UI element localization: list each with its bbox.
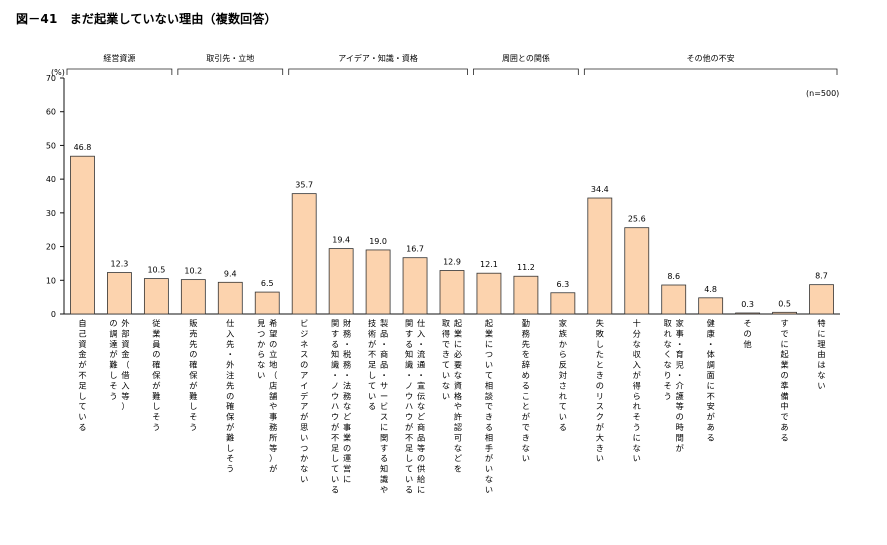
category-label: 外部資金（借入等） <box>121 318 129 411</box>
bar <box>107 272 132 315</box>
group-bracket <box>473 68 579 75</box>
category-label: 起業に必要な資格や許認可などを <box>454 318 462 474</box>
data-label: 10.2 <box>184 267 202 276</box>
bar <box>254 291 280 315</box>
group-label: アイデア・知識・資格 <box>338 53 418 63</box>
y-tick-label: 30 <box>46 209 56 218</box>
data-label: 12.1 <box>480 260 498 269</box>
category-label: 販売先の確保が難しそう <box>189 318 198 432</box>
data-label: 4.8 <box>704 285 717 294</box>
bar <box>328 248 354 315</box>
y-tick-label: 40 <box>46 175 56 184</box>
category-label: 仕入・流通・宣伝など商品等の供給に <box>417 318 426 494</box>
y-tick-label: 0 <box>51 310 56 319</box>
category-label: 希望の立地（店舗や事務所等）が <box>269 318 278 474</box>
group-bracket <box>177 68 284 75</box>
category-label: 起業について相談できる相手がいない <box>485 318 493 494</box>
category-label: 家族から反対されている <box>559 318 567 432</box>
data-label: 19.4 <box>332 236 350 245</box>
data-label: 12.9 <box>443 258 461 267</box>
y-tick-label: 70 <box>46 74 56 83</box>
group-bracket <box>583 68 838 75</box>
data-label: 6.3 <box>556 280 569 289</box>
group-label: その他の不安 <box>687 53 735 63</box>
sample-note: (n=500) <box>806 89 839 98</box>
bar <box>624 227 650 315</box>
bar <box>439 270 465 315</box>
bar <box>772 311 797 315</box>
bar <box>402 257 428 315</box>
category-label: 自己資金が不足している <box>78 318 86 432</box>
category-label: 十分な収入が得られそうにない <box>633 318 641 463</box>
y-tick-label: 10 <box>46 276 56 285</box>
bar <box>550 292 576 315</box>
data-label: 19.0 <box>369 237 387 246</box>
category-label: 従業員の確保が難しそう <box>152 318 161 432</box>
data-label: 25.6 <box>628 215 646 224</box>
category-label: の調達が難しそう <box>109 318 117 401</box>
category-label: 特に理由はない <box>817 318 825 390</box>
data-label: 16.7 <box>406 245 424 254</box>
data-label: 10.5 <box>147 266 165 275</box>
bar <box>143 278 169 315</box>
data-label: 6.5 <box>261 279 274 288</box>
data-label: 46.8 <box>74 143 92 152</box>
data-label: 11.2 <box>517 263 535 272</box>
category-label: 家事・育児・介護等の時間が <box>676 318 684 453</box>
data-label: 0.5 <box>778 299 791 308</box>
category-label: 財務・税務・法務など事業の運営に <box>343 318 352 484</box>
category-label: 関する知識・ノウハウが不足している <box>331 318 339 494</box>
bar <box>587 197 613 315</box>
chart-title: 図－41 まだ起業していない理由（複数回答） <box>16 12 277 26</box>
data-label: 12.3 <box>111 260 129 269</box>
bar <box>365 249 391 315</box>
y-unit-label: (%) <box>51 68 65 77</box>
data-label: 34.4 <box>591 185 609 194</box>
bar <box>291 193 317 315</box>
category-label: 勤務先を辞めることができない <box>522 318 531 463</box>
category-label: 取得できていない <box>442 318 450 401</box>
category-label: 見つからない <box>257 318 265 380</box>
y-tick-label: 20 <box>46 243 56 252</box>
category-label: 取れなくなりそう <box>664 318 672 401</box>
data-label: 0.3 <box>741 300 754 309</box>
category-label: その他 <box>744 318 752 349</box>
category-label: 技術が不足している <box>368 318 376 411</box>
bar <box>698 297 724 315</box>
y-tick-label: 50 <box>46 141 56 150</box>
bar <box>735 312 761 315</box>
category-label: 製品・商品・サービスに関する知識や <box>380 318 388 494</box>
group-label: 周囲との関係 <box>502 54 550 63</box>
data-label: 35.7 <box>295 181 313 190</box>
group-bracket <box>66 68 173 75</box>
category-label: 仕入先・外注先の確保が難しそう <box>226 318 235 474</box>
group-bracket <box>288 68 468 75</box>
group-label: 経営資源 <box>103 53 135 63</box>
category-label: すでに起業の準備中である <box>780 318 788 442</box>
category-label: 健康・体調面に不安がある <box>707 318 715 442</box>
category-label: 関する知識・ノウハウが不足している <box>405 318 413 494</box>
bar <box>661 284 687 315</box>
y-tick-label: 60 <box>46 108 56 117</box>
category-label: 失敗したときのリスクが大きい <box>596 318 604 463</box>
group-label: 取引先・立地 <box>206 53 254 63</box>
bar <box>217 281 243 315</box>
data-label: 8.7 <box>815 272 828 281</box>
data-label: 8.6 <box>667 272 680 281</box>
bar <box>180 279 206 315</box>
category-label: ビジネスのアイデアが思いつかない <box>300 318 309 484</box>
bar <box>809 284 834 315</box>
bar <box>513 275 539 315</box>
bar <box>476 272 502 315</box>
data-label: 9.4 <box>224 269 237 278</box>
bar <box>70 155 95 315</box>
